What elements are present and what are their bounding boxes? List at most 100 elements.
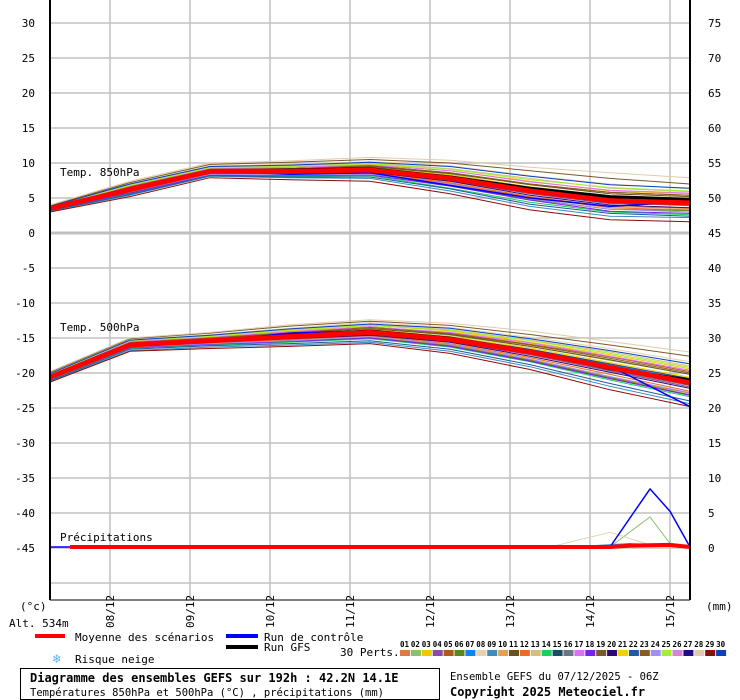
- left-tick-label: -20: [15, 367, 35, 380]
- right-tick-label: 10: [708, 472, 721, 485]
- member-legend-id: 12: [520, 640, 529, 649]
- legend-gfs: Run GFS: [264, 641, 310, 654]
- member-legend-swatch: [716, 650, 727, 656]
- member-legend-swatch: [618, 650, 628, 656]
- date-tick-label: 10/12: [264, 595, 277, 628]
- member-legend-swatch: [552, 650, 563, 656]
- label-t850: Temp. 850hPa: [60, 166, 139, 179]
- member-legend-id: 29: [705, 640, 715, 649]
- member-legend-swatch: [476, 650, 487, 656]
- date-tick-label: 11/12: [344, 595, 357, 628]
- snowflake-icon: ❄: [52, 652, 61, 667]
- right-tick-label: 35: [708, 297, 721, 310]
- member-legend-id: 04: [433, 640, 443, 649]
- member-legend-swatch: [683, 650, 694, 656]
- left-tick-label: 15: [22, 122, 35, 135]
- right-tick-label: 30: [708, 332, 721, 345]
- member-legend-swatch: [672, 650, 683, 656]
- ylabel-right: (mm): [706, 600, 733, 613]
- member-legend: 01 02 03 04 05 06 07 08 09 10 11 12 13 14 15 16 17 18 19 20…: [400, 640, 727, 656]
- member-legend-id: 22: [629, 640, 638, 649]
- member-legend-swatch: [694, 650, 705, 656]
- member-28-t850-line: [49, 156, 691, 206]
- series-layer: [49, 156, 691, 549]
- left-tick-label: 0: [28, 227, 35, 240]
- right-tick-label: 0: [708, 542, 715, 555]
- member-legend-swatch: [421, 650, 432, 656]
- right-tick-label: 60: [708, 122, 721, 135]
- member-legend-swatch: [596, 650, 607, 656]
- left-tick-label: -40: [15, 507, 35, 520]
- member-legend-id: 26: [673, 640, 683, 649]
- left-tick-label: -5: [22, 262, 35, 275]
- date-tick-label: 09/12: [184, 595, 197, 628]
- member-legend-id: 13: [531, 640, 541, 649]
- member-legend-id: 17: [574, 640, 583, 649]
- right-tick-label: 45: [708, 227, 721, 240]
- member-legend-swatch: [628, 650, 639, 656]
- legend-control-swatch: [226, 634, 258, 638]
- member-14-t500-line: [49, 338, 691, 398]
- date-tick-label: 13/12: [504, 595, 517, 628]
- member-22-t850-line: [49, 175, 691, 217]
- member-09-t500-line: [49, 341, 691, 405]
- member-17-t850-line: [49, 164, 691, 208]
- right-tick-label: 25: [708, 367, 721, 380]
- member-22-t500-line: [49, 340, 691, 402]
- member-legend-swatch: [487, 650, 498, 656]
- right-tick-label: 50: [708, 192, 721, 205]
- member-legend-id: 24: [651, 640, 661, 649]
- mean-precip-line: [70, 542, 691, 549]
- member-legend-id: 05: [444, 640, 453, 649]
- member-28-t500-line: [49, 319, 691, 373]
- member-legend-swatch: [465, 650, 476, 656]
- left-tick-label: -10: [15, 297, 35, 310]
- right-tick-label: 75: [708, 17, 721, 30]
- member-legend-swatch: [574, 650, 585, 656]
- label-t500: Temp. 500hPa: [60, 321, 139, 334]
- member-legend-swatch: [432, 650, 443, 656]
- right-tick-label: 65: [708, 87, 721, 100]
- member-legend-id: 09: [487, 640, 497, 649]
- member-legend-swatch: [563, 650, 574, 656]
- member-legend-id: 27: [683, 640, 692, 649]
- left-tick-label: 30: [22, 17, 35, 30]
- member-legend-swatch: [454, 650, 465, 656]
- member-legend-id: 11: [509, 640, 519, 649]
- member-legend-id: 30: [716, 640, 726, 649]
- member-legend-id: 20: [607, 640, 617, 649]
- mean-t850-line: [49, 167, 691, 211]
- date-tick-label: 15/12: [664, 595, 677, 628]
- member-legend-id: 14: [542, 640, 552, 649]
- left-tick-label: 20: [22, 87, 35, 100]
- legend-gfs-swatch: [226, 645, 258, 649]
- member-legend-swatch: [607, 650, 618, 656]
- left-tick-label: -45: [15, 542, 35, 555]
- copyright: Copyright 2025 Meteociel.fr: [450, 685, 645, 699]
- member-legend-id: 01: [400, 640, 410, 649]
- member-legend-id: 07: [465, 640, 474, 649]
- member-legend-swatch: [639, 650, 650, 656]
- left-tick-label: 5: [28, 192, 35, 205]
- left-tick-label: -35: [15, 472, 35, 485]
- member-legend-id: 08: [476, 640, 486, 649]
- member-legend-id: 28: [694, 640, 704, 649]
- member-legend-id: 10: [498, 640, 508, 649]
- member-legend-id: 16: [564, 640, 574, 649]
- left-tick-label: -25: [15, 402, 35, 415]
- member-19-t850-line: [49, 159, 691, 207]
- right-tick-label: 55: [708, 157, 721, 170]
- member-legend-id: 19: [596, 640, 606, 649]
- member-legend-swatch: [585, 650, 596, 656]
- member-29-t850-line: [49, 177, 691, 223]
- date-tick-label: 14/12: [584, 595, 597, 628]
- member-legend-id: 02: [411, 640, 420, 649]
- right-tick-label: 20: [708, 402, 721, 415]
- right-tick-label: 5: [708, 507, 715, 520]
- date-tick-label: 08/12: [104, 595, 117, 628]
- legend-control: Run de contrôle: [264, 631, 363, 644]
- member-09-t850-line: [49, 175, 691, 219]
- member-25-t500-line: [49, 324, 691, 375]
